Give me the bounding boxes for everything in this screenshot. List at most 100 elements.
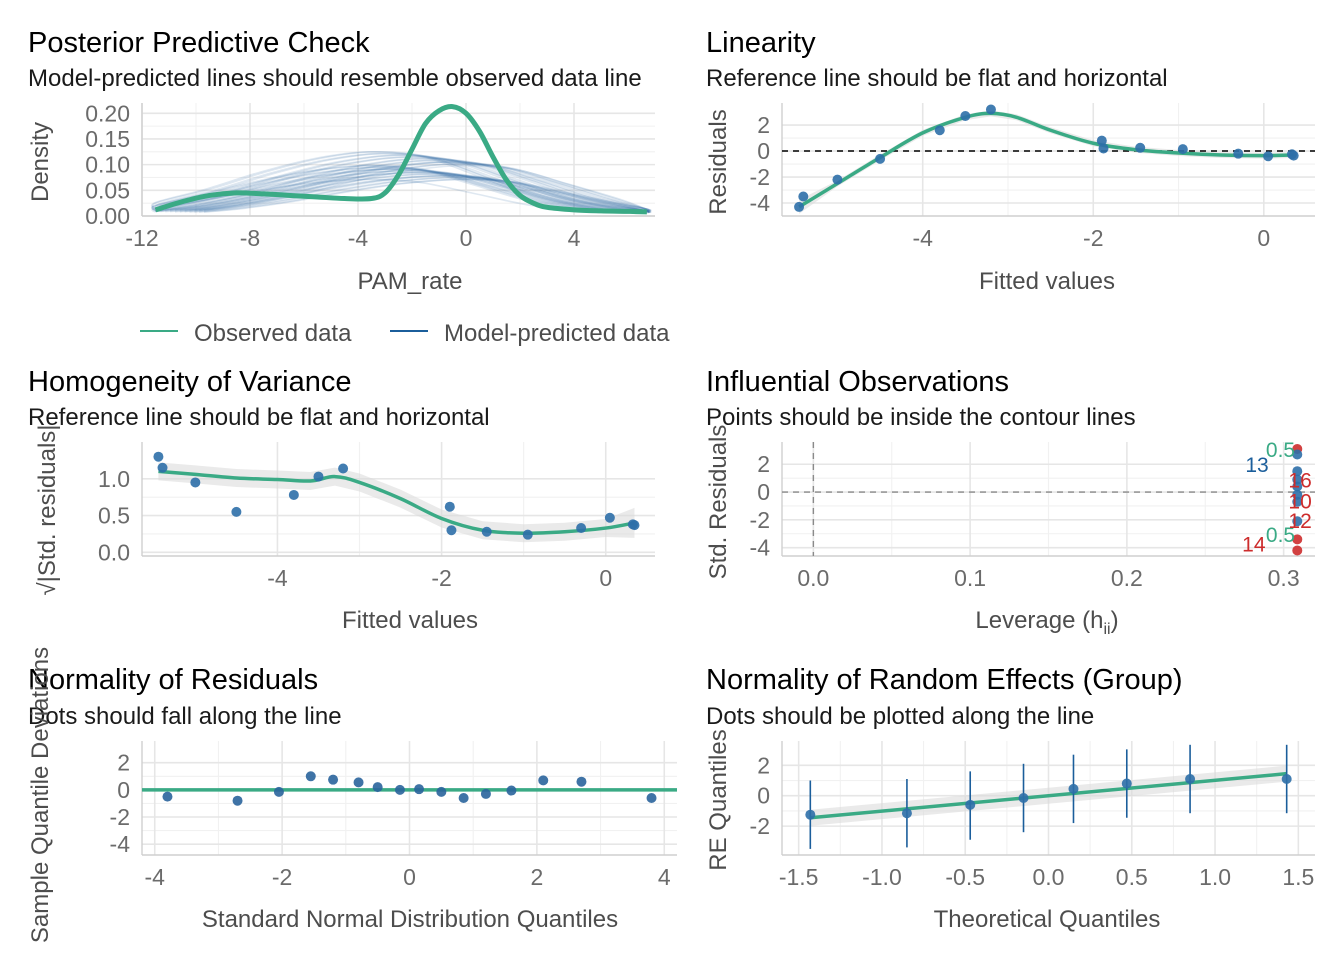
ppc-x-tick-label: -4 (348, 225, 369, 251)
homogeneity-subtitle: Reference line should be flat and horizo… (28, 404, 490, 431)
re-qq-point (1121, 778, 1132, 789)
panel-linearity: Linearity Reference line should be flat … (705, 27, 1315, 295)
ppc-predicted-line (169, 159, 649, 212)
qq-residuals-point (646, 793, 657, 803)
re-qq-title: Normality of Random Effects (Group) (706, 664, 1183, 696)
influential-point (1292, 496, 1303, 507)
influential-point (1292, 545, 1303, 556)
re-qq-y-tick-label: 0 (757, 783, 770, 809)
homogeneity-point (522, 529, 533, 540)
qq-residuals-point (480, 788, 491, 799)
homogeneity-plot-area: -4 -2 0 0.0 0.5 1.0 (98, 442, 655, 591)
ppc-y-tick-label: 0.10 (85, 152, 130, 178)
ppc-predicted-line (179, 161, 652, 212)
homogeneity-y-tick-label: 0.0 (98, 539, 130, 565)
ppc-predicted-line (199, 163, 650, 212)
re-qq-point (805, 809, 816, 820)
qq-residuals-point (353, 777, 364, 788)
re-qq-point (1185, 774, 1196, 784)
ppc-predicted-line (160, 157, 648, 212)
qq-residuals-y-tick-label: -4 (110, 831, 131, 857)
ppc-predicted-line (204, 178, 650, 214)
ppc-predicted-line (155, 168, 623, 213)
re-qq-y-tick-label: 2 (757, 752, 770, 778)
homogeneity-point (153, 451, 164, 462)
homogeneity-point (627, 519, 638, 530)
ppc-predicted-line (165, 173, 648, 213)
influential-x-tick-label: 0.2 (1111, 565, 1143, 591)
legend-label-predicted: Model-predicted data (444, 320, 670, 347)
homogeneity-point (313, 471, 324, 482)
linearity-x-axis-title: Fitted values (979, 268, 1115, 295)
linearity-plot-area: -4 -2 0-4-202 (750, 103, 1315, 251)
linearity-y-axis-title: Residuals (705, 109, 732, 214)
qq-residuals-plot-area: -4 -2 0 2 4-4-202 (110, 741, 677, 890)
ppc-x-tick-label: -12 (125, 225, 158, 251)
influential-point (1292, 481, 1303, 492)
qq-residuals-x-tick-label: 0 (403, 864, 416, 890)
qq-residuals-point (305, 771, 316, 782)
ppc-predicted-line (150, 150, 604, 211)
homogeneity-x-tick-label: -2 (431, 565, 451, 591)
re-qq-point (901, 808, 912, 819)
influential-x-tick-label: 0.3 (1268, 565, 1300, 591)
influential-x-tick-label: 0.1 (954, 565, 986, 591)
ppc-x-tick-label: 0 (460, 225, 473, 251)
homogeneity-point (288, 489, 299, 500)
linearity-y-tick-label: 2 (757, 112, 770, 138)
qq-residuals-x-tick-label: -2 (272, 864, 292, 890)
influential-point (1292, 449, 1303, 460)
ppc-y-tick-label: 0.00 (85, 203, 130, 229)
ppc-predicted-line (189, 176, 651, 214)
re-qq-x-tick-label: -0.5 (945, 864, 985, 890)
ppc-predicted-line (194, 176, 651, 214)
linearity-point (1286, 149, 1297, 160)
linearity-x-tick-label: -4 (912, 225, 933, 251)
linearity-point (798, 191, 809, 202)
influential-point-label: 10 (1288, 490, 1311, 513)
homogeneity-smooth-line (158, 469, 635, 535)
ppc-predicted-line (155, 168, 618, 213)
homogeneity-point (444, 501, 455, 512)
qq-residuals-point (538, 775, 549, 786)
re-qq-x-tick-label: -1.0 (862, 864, 902, 890)
qq-residuals-point (162, 791, 173, 802)
ppc-y-tick-label: 0.20 (85, 100, 130, 126)
re-qq-point (1018, 793, 1029, 803)
homogeneity-y-axis-title: √|Std. residuals| (34, 424, 61, 595)
ppc-x-axis-title: PAM_rate (358, 268, 463, 295)
re-qq-point (1281, 774, 1292, 784)
ppc-y-tick-label: 0.15 (85, 126, 130, 152)
homogeneity-confidence-band (158, 462, 635, 543)
ppc-observed-line (154, 104, 647, 215)
linearity-point (1233, 148, 1244, 159)
homogeneity-point (604, 512, 615, 523)
ppc-predicted-line (174, 159, 652, 212)
ppc-predicted-line (179, 175, 652, 214)
influential-point-label: 14 (1242, 533, 1266, 556)
homogeneity-point (231, 506, 242, 517)
qq-residuals-point (273, 786, 284, 797)
panel-influential: Influential Observations Points should b… (705, 366, 1315, 638)
homogeneity-x-tick-label: -4 (267, 565, 288, 591)
qq-residuals-y-tick-label: 0 (117, 777, 130, 803)
panel-qq-residuals: Normality of Residuals Dots should fall … (27, 647, 677, 943)
influential-point (1292, 534, 1303, 545)
re-qq-x-tick-label: 0.0 (1033, 864, 1065, 890)
influential-y-tick-label: -4 (750, 535, 771, 561)
re-qq-plot-area: -1.5 -1.0 -0.5 0.0 0.5 1.0 1.5 -2 0 2 (750, 741, 1315, 890)
qq-residuals-point (436, 786, 447, 797)
influential-title: Influential Observations (706, 366, 1009, 398)
influential-point-label: 13 (1245, 454, 1268, 477)
ppc-predicted-line (184, 161, 651, 212)
panel-re-qq: Normality of Random Effects (Group) Dots… (705, 664, 1315, 933)
homogeneity-point (157, 462, 168, 473)
re-qq-subtitle: Dots should be plotted along the line (706, 703, 1094, 730)
influential-subtitle: Points should be inside the contour line… (706, 404, 1136, 431)
panel-homogeneity: Homogeneity of Variance Reference line s… (28, 366, 655, 634)
linearity-x-tick-label: 0 (1257, 225, 1270, 251)
linearity-point (1263, 151, 1274, 162)
qq-residuals-point (328, 774, 339, 785)
influential-point-label: 12 (1288, 510, 1311, 533)
legend-label-observed: Observed data (194, 320, 352, 347)
